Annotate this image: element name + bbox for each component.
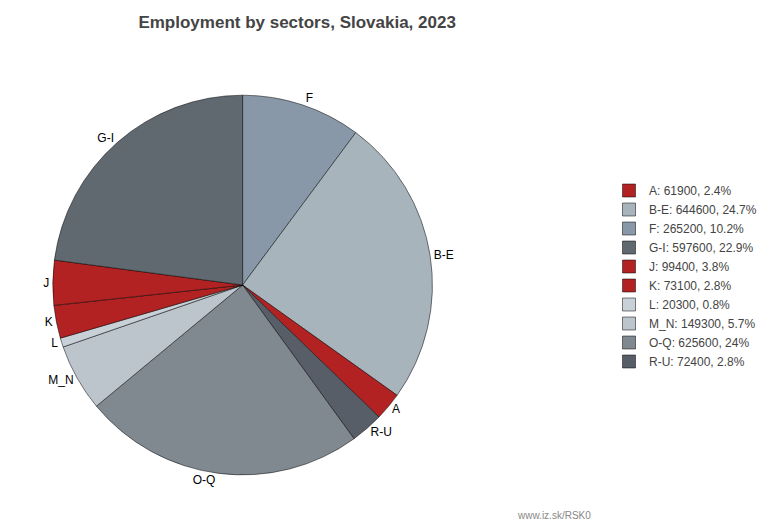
svg-text:R-U: R-U xyxy=(371,425,392,439)
svg-text:K: 73100, 2.8%: K: 73100, 2.8% xyxy=(649,279,731,293)
svg-text:F: 265200, 10.2%: F: 265200, 10.2% xyxy=(649,222,744,236)
svg-text:Employment by sectors, Slovaki: Employment by sectors, Slovakia, 2023 xyxy=(138,13,455,32)
svg-text:A: A xyxy=(392,402,400,416)
svg-text:O-Q: 625600, 24%: O-Q: 625600, 24% xyxy=(649,336,749,350)
svg-text:B-E: B-E xyxy=(434,248,454,262)
svg-text:L: 20300, 0.8%: L: 20300, 0.8% xyxy=(649,298,730,312)
svg-text:K: K xyxy=(45,315,53,329)
svg-text:F: F xyxy=(306,91,313,105)
svg-text:L: L xyxy=(51,336,58,350)
svg-text:J: 99400, 3.8%: J: 99400, 3.8% xyxy=(649,260,729,274)
svg-text:www.iz.sk/RSK0: www.iz.sk/RSK0 xyxy=(517,510,591,521)
svg-text:J: J xyxy=(43,276,49,290)
svg-text:R-U: 72400, 2.8%: R-U: 72400, 2.8% xyxy=(649,355,745,369)
svg-text:O-Q: O-Q xyxy=(193,473,216,487)
svg-text:B-E: 644600, 24.7%: B-E: 644600, 24.7% xyxy=(649,203,757,217)
svg-text:A: 61900, 2.4%: A: 61900, 2.4% xyxy=(649,184,731,198)
svg-text:M_N: M_N xyxy=(48,373,73,387)
svg-text:G-I: G-I xyxy=(97,131,114,145)
svg-text:G-I: 597600, 22.9%: G-I: 597600, 22.9% xyxy=(649,241,753,255)
svg-text:M_N: 149300, 5.7%: M_N: 149300, 5.7% xyxy=(649,317,755,331)
